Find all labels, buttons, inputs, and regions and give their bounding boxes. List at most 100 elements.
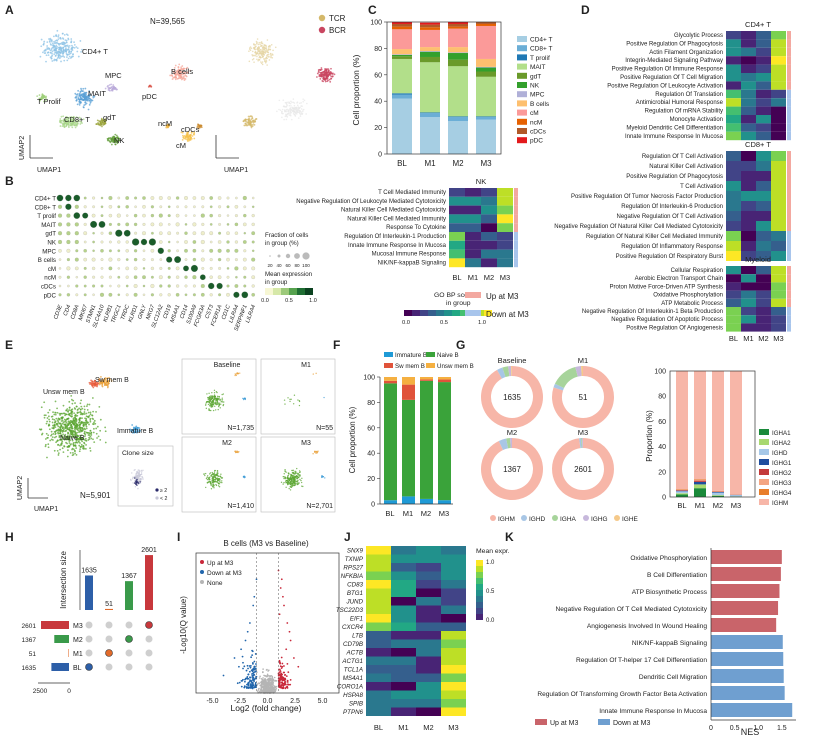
- heat-cell: [756, 298, 771, 307]
- umap-point: [45, 422, 48, 425]
- clone-swatch: [155, 496, 159, 500]
- row-label: NK: [47, 240, 56, 247]
- umap-point: [65, 441, 67, 444]
- umap-point: [284, 470, 286, 472]
- heat-cell: [366, 682, 391, 691]
- umap-point: [71, 422, 74, 425]
- umap-point: [217, 403, 219, 406]
- heat-cell: [391, 665, 416, 674]
- score-bar-cell: [420, 310, 428, 316]
- umap-point: [301, 110, 304, 113]
- bar-segment: [712, 495, 724, 496]
- gene-label: SNX9: [347, 548, 364, 555]
- umap-point: [286, 115, 288, 117]
- legend-tick: 1.0: [486, 560, 495, 566]
- heat-cell: [481, 214, 497, 224]
- umap-point: [293, 113, 296, 116]
- dot: [209, 240, 213, 244]
- umap-point: [319, 77, 322, 80]
- direction-bar: [514, 240, 518, 250]
- umap-point: [74, 122, 77, 125]
- dot: [140, 238, 148, 246]
- donut-title: M2: [507, 428, 517, 437]
- umap-point: [182, 134, 184, 137]
- umap-point: [40, 98, 43, 101]
- umap-point: [51, 60, 54, 62]
- legend-label: IGHD: [529, 516, 546, 523]
- bar-segment: [420, 47, 440, 52]
- legend-swatch: [384, 352, 393, 357]
- umap-point: [71, 432, 74, 434]
- point-none: [267, 670, 269, 672]
- umap-point: [297, 106, 300, 108]
- umap-point: [250, 126, 253, 129]
- dot: [174, 256, 182, 264]
- umap-point: [49, 37, 52, 40]
- umap-point: [56, 424, 59, 426]
- set-dot: [125, 649, 133, 657]
- umap-point: [99, 439, 102, 441]
- umap-point: [47, 446, 50, 449]
- dot: [192, 240, 197, 244]
- umap-point: [106, 384, 108, 387]
- umap-point: [255, 118, 258, 120]
- point-up: [287, 683, 290, 686]
- bar-segment: [476, 58, 496, 67]
- dot: [251, 214, 255, 218]
- dot: [242, 240, 247, 244]
- dot: [243, 213, 247, 218]
- pathway-label: Myeloid Dendritic Cell Differentiation: [626, 125, 723, 131]
- umap-point: [110, 143, 113, 146]
- umap-point: [137, 474, 139, 477]
- umap-point: [50, 48, 53, 51]
- heat-cell: [756, 47, 771, 57]
- umap-point: [76, 103, 79, 106]
- umap-point: [139, 481, 141, 483]
- umap-point: [74, 444, 77, 447]
- heat-cell: [416, 648, 441, 657]
- pathway-label: Mucosal Immune Response: [372, 252, 447, 258]
- dot: [142, 258, 146, 262]
- pathway-label: Glycolytic Process: [674, 33, 723, 39]
- dot: [66, 275, 70, 279]
- legend-swatch: [318, 26, 326, 34]
- umap-point: [292, 476, 295, 479]
- umap-point: [207, 398, 210, 401]
- umap-point: [204, 474, 206, 477]
- dot: [57, 231, 63, 236]
- score-bar-cell: [444, 310, 452, 316]
- gene-label: RPS27: [343, 565, 363, 572]
- legend-swatch: [517, 118, 527, 125]
- umap-point: [216, 481, 219, 484]
- umap-point: [85, 415, 88, 418]
- panel-letter-G: G: [456, 338, 465, 352]
- umap-point: [79, 90, 82, 93]
- dot: [66, 231, 71, 236]
- set-dot: [85, 649, 93, 657]
- point-none: [260, 684, 262, 687]
- umap-point: [68, 412, 71, 415]
- heat-cell: [726, 73, 741, 82]
- set-value: 1367: [22, 637, 37, 644]
- umap-point: [80, 412, 83, 415]
- umap-point: [242, 398, 245, 401]
- umap-point: [85, 417, 88, 420]
- umap-point: [219, 476, 221, 478]
- umap-point: [269, 48, 271, 51]
- umap-point: [301, 112, 304, 115]
- umap-point: [291, 469, 293, 472]
- point-up: [283, 674, 286, 676]
- dot: [234, 284, 239, 288]
- umap-point: [282, 483, 284, 485]
- dot: [157, 247, 164, 254]
- heat-cell: [771, 298, 786, 307]
- umap-point: [312, 453, 314, 455]
- umap-point: [208, 408, 210, 410]
- pathway-label: Positive Regulation Of Angiogenesis: [626, 325, 723, 331]
- umap-point: [96, 437, 98, 439]
- umap-point: [249, 47, 251, 49]
- dot: [100, 275, 104, 279]
- pathway-label: Positive Regulation Of Phagocytosis: [626, 41, 723, 47]
- pathway-label: ATP Biosynthetic Process: [632, 589, 708, 596]
- direction-bar: [787, 323, 791, 332]
